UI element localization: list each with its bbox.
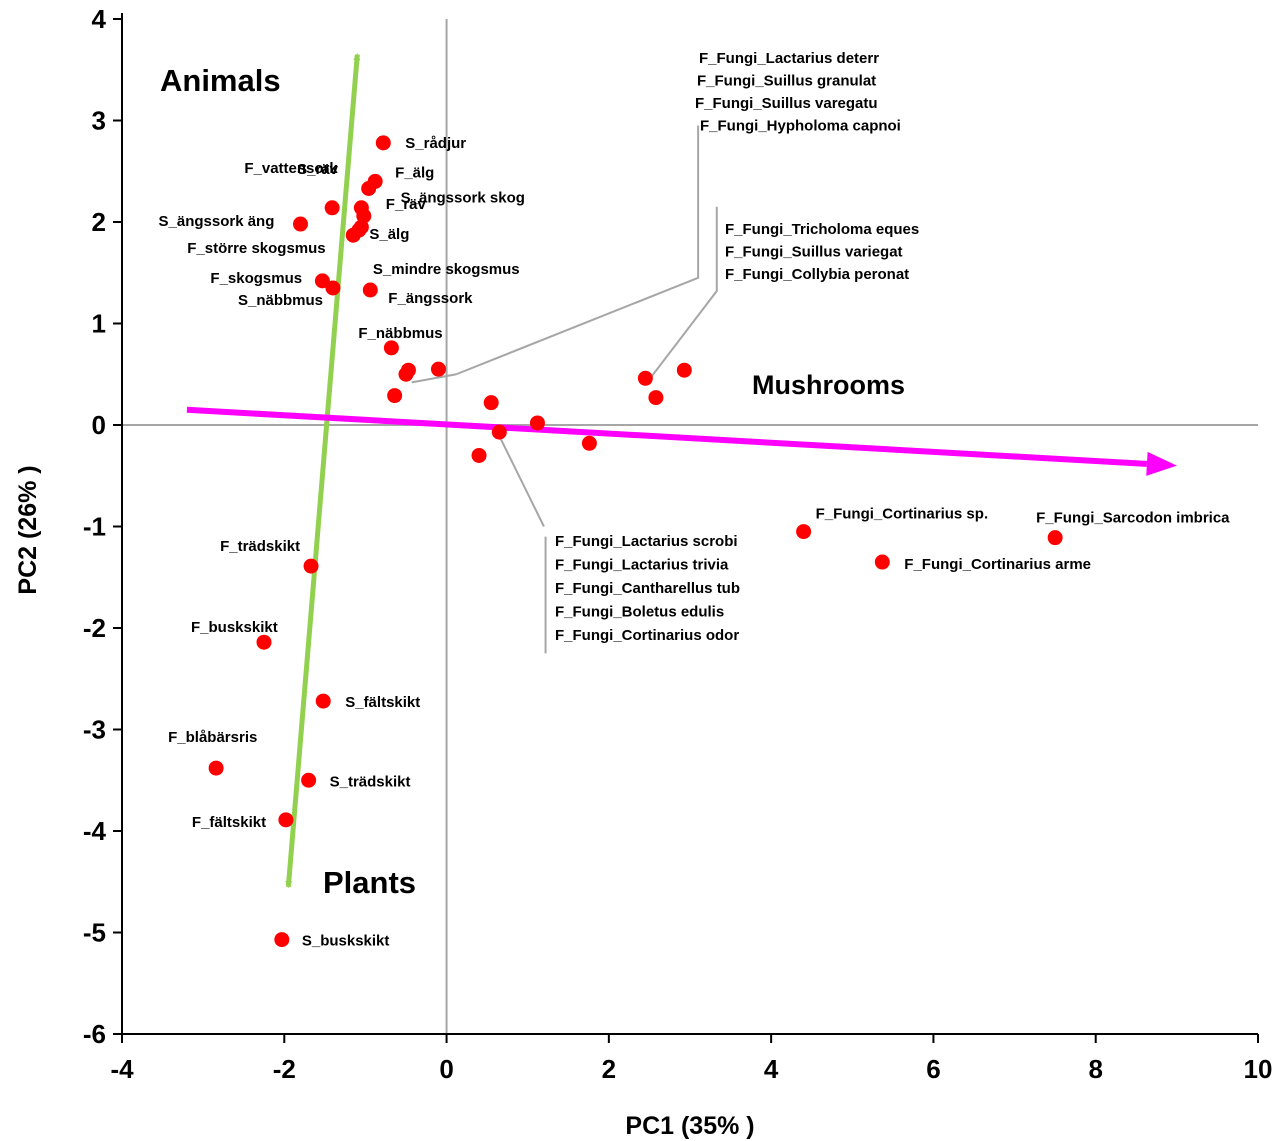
callout-leader-4 (411, 373, 457, 384)
y-tick-label-2: 2 (92, 207, 106, 237)
point-label-5: S_ängssork äng (159, 213, 275, 230)
x-tick-label-3: 2 (602, 1054, 616, 1084)
y-tick-label-9: -5 (83, 918, 106, 948)
data-point-30 (256, 634, 272, 650)
data-point-17 (387, 388, 403, 404)
group-label-mushrooms: Mushrooms (752, 370, 905, 400)
data-point-34 (278, 812, 294, 828)
point-label-12: F_ängssork (388, 290, 473, 307)
point-label-6: F_räv (386, 196, 427, 213)
x-tick-label-0: -4 (110, 1054, 134, 1084)
point-label-8: F_större skogsmus (187, 240, 325, 257)
callout-2-line-4: F_Fungi_Cortinarius odor (555, 627, 739, 644)
data-point-23 (637, 370, 653, 386)
point-label-1: F_älg (395, 164, 434, 181)
data-point-5 (293, 216, 309, 232)
callout-0-line-2: F_Fungi_Suillus varegatu (695, 95, 878, 112)
point-label-30: F_buskskikt (191, 619, 278, 636)
data-point-15 (400, 362, 416, 378)
data-point-13 (383, 340, 399, 356)
point-label-34: F_fältskikt (192, 814, 266, 831)
callout-0-line-1: F_Fungi_Suillus granulat (697, 73, 876, 90)
data-point-10 (314, 273, 330, 289)
vector-mushrooms (186, 406, 1148, 467)
x-tick-label-6: 8 (1088, 1054, 1102, 1084)
callout-2-line-3: F_Fungi_Boletus edulis (555, 604, 724, 621)
point-label-29: F_trädskikt (220, 538, 300, 555)
y-tick-label-3: 1 (92, 309, 106, 339)
y-tick-label-4: 0 (92, 410, 106, 440)
x-axis-title: PC1 (35% ) (625, 1112, 754, 1140)
vector-mushrooms-arrowhead (1146, 451, 1177, 476)
x-tick-label-7: 10 (1244, 1054, 1273, 1084)
y-tick-label-5: -1 (83, 512, 106, 542)
data-point-24 (648, 390, 664, 406)
point-label-33: S_trädskikt (330, 773, 411, 790)
data-point-32 (208, 760, 224, 776)
callout-0-line-0: F_Fungi_Lactarius deterr (699, 50, 879, 67)
data-point-3 (324, 200, 340, 216)
data-point-12 (362, 282, 378, 298)
group-label-plants: Plants (323, 865, 416, 900)
data-point-33 (301, 772, 317, 788)
data-point-28 (874, 554, 890, 570)
data-point-35 (274, 932, 290, 948)
point-label-13: F_näbbmus (358, 325, 442, 342)
data-point-2 (361, 181, 377, 197)
point-label-31: S_fältskikt (345, 694, 420, 711)
x-tick-label-5: 6 (926, 1054, 940, 1084)
data-point-22 (581, 435, 597, 451)
data-point-16 (430, 361, 446, 377)
data-point-6 (356, 208, 372, 224)
callout-leader-1 (648, 206, 718, 380)
x-tick-label-2: 0 (439, 1054, 453, 1084)
data-point-25 (676, 362, 692, 378)
callout-1-line-2: F_Fungi_Collybia peronat (725, 266, 909, 283)
callout-1-line-1: F_Fungi_Suillus variegat (725, 244, 903, 261)
data-point-29 (303, 558, 319, 574)
point-label-9: S_mindre skogsmus (373, 261, 520, 278)
data-point-0 (375, 135, 391, 151)
data-point-31 (315, 693, 331, 709)
y-tick-label-0: 4 (92, 4, 107, 34)
point-label-11: S_näbbmus (238, 292, 323, 309)
callout-2-line-1: F_Fungi_Lactarius trivia (555, 557, 729, 574)
y-tick-label-1: 3 (92, 106, 106, 136)
data-point-27 (1047, 530, 1063, 546)
x-tick-label-4: 4 (764, 1054, 779, 1084)
y-tick-label-7: -3 (83, 715, 106, 745)
data-point-21 (529, 415, 545, 431)
point-label-27: F_Fungi_Sarcodon imbrica (1036, 510, 1230, 527)
group-label-animals: Animals (160, 63, 281, 98)
y-tick-label-6: -2 (83, 613, 106, 643)
vector-animals-plants (285, 53, 361, 889)
data-point-20 (471, 447, 487, 463)
point-label-7: S_älg (369, 226, 409, 243)
callout-0-line-3: F_Fungi_Hypholoma capnoi (700, 118, 901, 135)
y-axis-title: PC2 (26% ) (14, 465, 42, 594)
callout-leader-0 (455, 125, 700, 376)
callout-2-line-2: F_Fungi_Cantharellus tub (555, 580, 740, 597)
callout-2-line-0: F_Fungi_Lactarius scrobi (555, 533, 738, 550)
x-tick-label-1: -2 (273, 1054, 296, 1084)
data-point-26 (796, 524, 812, 540)
callout-1-line-0: F_Fungi_Tricholoma eques (725, 221, 919, 238)
data-point-11 (325, 280, 341, 296)
point-label-0: S_rådjur (405, 135, 466, 152)
data-point-19 (491, 424, 507, 440)
point-label-4: F_vattensork (244, 160, 338, 177)
callout-leader-3 (495, 430, 545, 527)
point-label-35: S_buskskikt (302, 933, 390, 950)
point-label-2: S_ängssork skog (401, 190, 525, 207)
point-label-3: S_räv (297, 161, 339, 178)
point-label-28: F_Fungi_Cortinarius arme (904, 556, 1091, 573)
data-point-18 (483, 395, 499, 411)
point-label-26: F_Fungi_Cortinarius sp. (816, 506, 989, 523)
point-label-10: F_skogsmus (210, 270, 302, 287)
point-label-32: F_blåbärsris (168, 729, 257, 746)
y-tick-label-8: -4 (83, 816, 107, 846)
data-point-9 (351, 222, 367, 238)
y-tick-label-10: -6 (83, 1019, 106, 1049)
